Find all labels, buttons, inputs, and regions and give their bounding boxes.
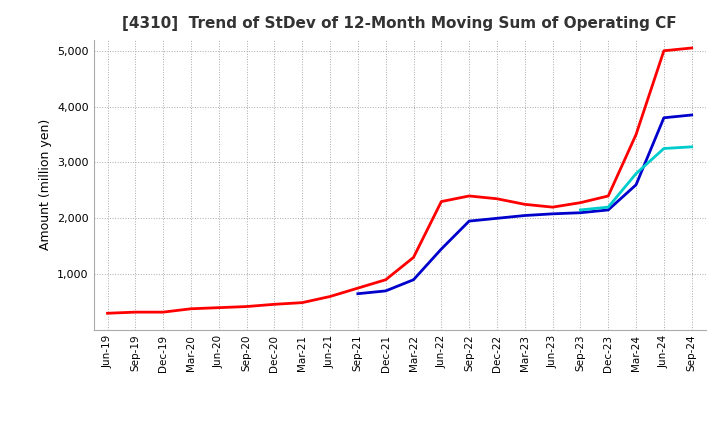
5 Years — [354, 291, 362, 297]
3 Years — [325, 294, 334, 299]
5 Years — [437, 246, 446, 252]
Line: 7 Years: 7 Years — [580, 147, 692, 210]
5 Years — [660, 115, 668, 121]
5 Years — [631, 182, 640, 187]
3 Years — [576, 200, 585, 205]
Y-axis label: Amount (million yen): Amount (million yen) — [39, 119, 52, 250]
Title: [4310]  Trend of StDev of 12-Month Moving Sum of Operating CF: [4310] Trend of StDev of 12-Month Moving… — [122, 16, 677, 32]
3 Years — [159, 309, 168, 315]
3 Years — [103, 311, 112, 316]
3 Years — [549, 205, 557, 210]
3 Years — [492, 196, 501, 202]
5 Years — [409, 277, 418, 282]
5 Years — [465, 218, 474, 224]
3 Years — [270, 302, 279, 307]
3 Years — [354, 286, 362, 291]
7 Years — [660, 146, 668, 151]
3 Years — [631, 132, 640, 137]
3 Years — [660, 48, 668, 53]
5 Years — [604, 207, 613, 213]
5 Years — [521, 213, 529, 218]
5 Years — [688, 112, 696, 117]
3 Years — [437, 199, 446, 204]
3 Years — [242, 304, 251, 309]
3 Years — [521, 202, 529, 207]
3 Years — [604, 193, 613, 198]
5 Years — [492, 216, 501, 221]
7 Years — [576, 207, 585, 213]
3 Years — [131, 309, 140, 315]
3 Years — [382, 277, 390, 282]
3 Years — [215, 305, 223, 310]
3 Years — [688, 45, 696, 51]
3 Years — [465, 193, 474, 198]
7 Years — [631, 171, 640, 176]
Line: 5 Years: 5 Years — [358, 115, 692, 294]
7 Years — [688, 144, 696, 150]
5 Years — [382, 288, 390, 293]
7 Years — [604, 205, 613, 210]
3 Years — [186, 306, 195, 312]
Line: 3 Years: 3 Years — [107, 48, 692, 313]
3 Years — [298, 300, 307, 305]
5 Years — [549, 211, 557, 216]
5 Years — [576, 210, 585, 215]
3 Years — [409, 255, 418, 260]
